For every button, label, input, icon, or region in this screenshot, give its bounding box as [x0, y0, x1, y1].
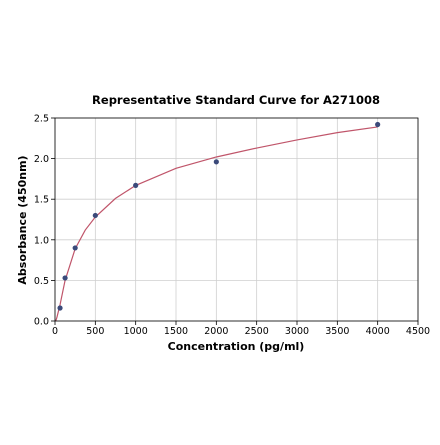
data-point	[375, 121, 381, 128]
x-tick-label: 3500	[325, 326, 349, 337]
x-tick-label: 3000	[285, 326, 309, 337]
chart-title: Representative Standard Curve for A27100…	[92, 93, 380, 107]
x-tick-label: 4000	[366, 326, 390, 337]
y-tick-label: 0.5	[34, 276, 49, 287]
x-tick-label: 2000	[204, 326, 228, 337]
fitted-curve	[55, 126, 378, 322]
x-tick-label: 4500	[406, 326, 430, 337]
data-point	[72, 245, 78, 251]
data-points	[57, 121, 381, 311]
x-tick-label: 500	[86, 326, 104, 337]
x-tick-label: 1000	[124, 326, 148, 337]
data-point	[92, 212, 98, 219]
x-tick-label: 0	[52, 326, 58, 337]
data-point	[133, 182, 139, 188]
data-point	[213, 159, 219, 165]
x-tick-label: 2500	[245, 326, 269, 337]
axis-ticks: 0 500 1000 1500 2000 2500 3000 3500 4000 4500 0.0 0…	[34, 114, 430, 338]
y-tick-label: 2.5	[34, 114, 49, 125]
x-axis-label: Concentration (pg/ml)	[168, 340, 305, 353]
y-tick-label: 0.0	[34, 317, 49, 328]
x-tick-label: 1500	[164, 326, 188, 337]
plot-frame	[54, 117, 419, 322]
y-axis-label: Absorbance (450nm)	[16, 155, 29, 284]
data-point	[62, 275, 68, 281]
y-tick-label: 2.0	[34, 154, 49, 165]
data-point	[57, 305, 63, 311]
y-tick-label: 1.5	[34, 195, 49, 206]
grid-lines	[54, 117, 419, 322]
y-tick-label: 1.0	[34, 235, 49, 246]
